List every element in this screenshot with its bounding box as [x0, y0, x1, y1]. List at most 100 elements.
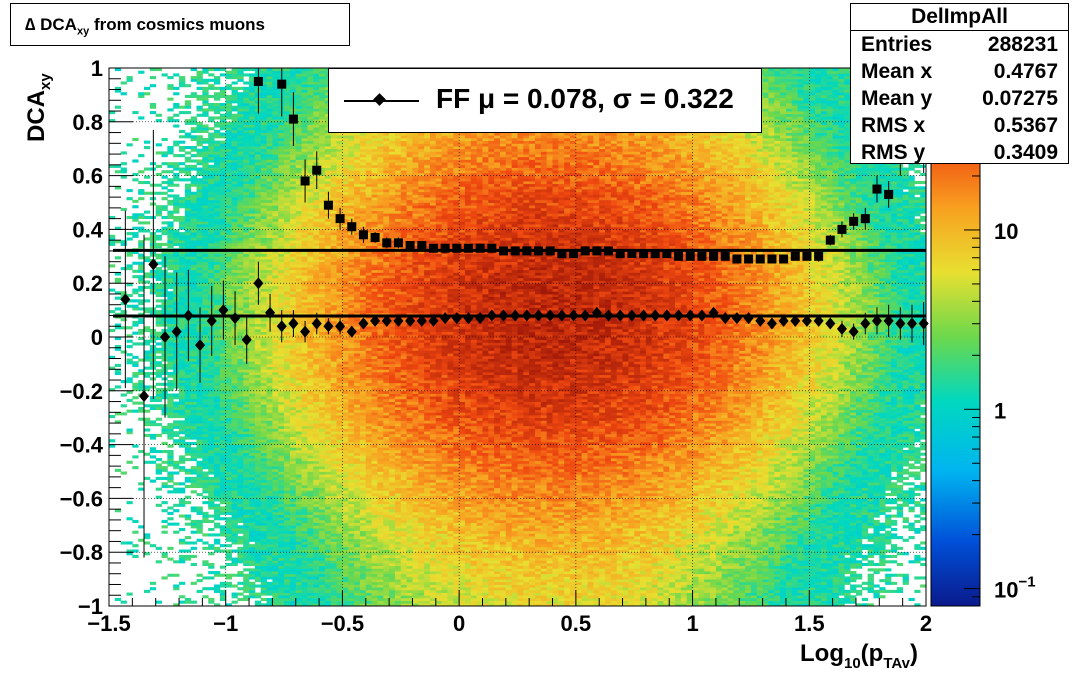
heatmap-cell	[307, 269, 314, 273]
heatmap-cell	[237, 460, 244, 464]
heatmap-cell	[254, 396, 262, 400]
heatmap-cell	[243, 215, 250, 220]
heatmap-cell	[284, 197, 291, 201]
heatmap-cell	[214, 584, 221, 588]
heatmap-cell	[272, 318, 279, 322]
heatmap-cell	[214, 404, 221, 408]
heatmap-cell	[284, 275, 291, 279]
heatmap-cell	[307, 207, 314, 211]
heatmap-cell	[307, 390, 314, 394]
heatmap-cell	[184, 205, 192, 209]
heatmap-cell	[190, 490, 197, 494]
heatmap-cell	[266, 554, 273, 558]
heatmap-cell	[190, 291, 197, 295]
heatmap-cell	[260, 339, 267, 343]
heatmap-cell	[260, 353, 267, 357]
heatmap-cell	[190, 484, 197, 489]
heatmap-cell	[266, 460, 273, 464]
heatmap-cell	[190, 468, 197, 472]
heatmap-cell	[132, 455, 139, 459]
heatmap-cell	[196, 304, 203, 308]
heatmap-cell	[214, 226, 221, 230]
heatmap-cell	[208, 202, 215, 206]
heatmap-cell	[254, 229, 262, 233]
heatmap-cell	[196, 240, 203, 244]
heatmap-cell	[307, 468, 314, 472]
heatmap-cell	[289, 560, 297, 564]
heatmap-cell	[231, 240, 238, 244]
heatmap-cell	[313, 293, 320, 298]
heatmap-cell	[190, 337, 197, 341]
heatmap-cell	[173, 232, 180, 236]
heatmap-cell	[196, 436, 203, 440]
heatmap-cell	[254, 538, 262, 542]
heatmap-cell	[184, 431, 192, 435]
heatmap-cell	[208, 546, 215, 550]
heatmap-cell	[237, 458, 244, 462]
heatmap-cell	[289, 307, 297, 311]
heatmap-cell	[155, 476, 162, 480]
heatmap-cell	[260, 484, 267, 489]
heatmap-cell	[184, 380, 192, 384]
heatmap-cell	[225, 140, 232, 144]
heatmap-cell	[243, 132, 250, 136]
heatmap-cell	[272, 339, 279, 343]
heatmap-cell	[109, 234, 116, 238]
heatmap-cell	[190, 449, 197, 454]
heatmap-cell	[307, 374, 314, 378]
heatmap-cell	[120, 310, 127, 314]
heatmap-cell	[214, 296, 221, 300]
heatmap-cell	[266, 444, 273, 448]
heatmap-cell	[231, 495, 238, 499]
heatmap-cell	[202, 428, 209, 432]
heatmap-cell	[190, 250, 197, 255]
heatmap-cell	[278, 603, 285, 606]
heatmap-cell	[144, 355, 151, 359]
heatmap-cell	[231, 506, 238, 510]
heatmap-cell	[272, 460, 279, 464]
heatmap-cell	[284, 562, 291, 567]
heatmap-cell	[260, 565, 267, 569]
heatmap-cell	[313, 433, 320, 437]
heatmap-cell	[284, 576, 291, 580]
heatmap-cell	[260, 129, 267, 133]
heatmap-cell	[284, 417, 291, 421]
heatmap-cell	[179, 487, 186, 491]
heatmap-cell	[278, 234, 285, 238]
heatmap-cell	[190, 210, 197, 214]
heatmap-cell	[284, 240, 291, 244]
heatmap-cell	[249, 86, 256, 90]
heatmap-cell	[132, 331, 139, 335]
heatmap-cell	[243, 189, 250, 193]
heatmap-cell	[231, 258, 238, 263]
heatmap-cell	[167, 374, 174, 378]
heatmap-cell	[284, 501, 291, 505]
heatmap-cell	[114, 369, 122, 373]
heatmap-cell	[307, 221, 314, 225]
heatmap-cell	[196, 229, 203, 233]
heatmap-cell	[295, 355, 302, 359]
heatmap-cell	[301, 498, 308, 502]
heatmap-cell	[155, 404, 162, 408]
heatmap-cell	[225, 151, 232, 155]
heatmap-cell	[231, 423, 238, 427]
heatmap-cell	[202, 218, 209, 222]
heatmap-cell	[225, 127, 232, 131]
heatmap-cell	[289, 237, 297, 241]
heatmap-cell	[208, 156, 215, 160]
heatmap-cell	[202, 361, 209, 365]
heatmap-cell	[295, 302, 302, 306]
heatmap-cell	[196, 441, 203, 445]
heatmap-cell	[231, 119, 238, 123]
heatmap-cell	[179, 307, 186, 311]
heatmap-cell	[225, 345, 232, 349]
heatmap-cell	[243, 514, 250, 518]
heatmap-cell	[301, 503, 308, 507]
heatmap-cell	[301, 385, 308, 389]
heatmap-cell	[243, 552, 250, 556]
heatmap-cell	[295, 337, 302, 341]
heatmap-cell	[254, 143, 262, 147]
heatmap-cell	[173, 431, 180, 435]
heatmap-cell	[214, 423, 221, 427]
heatmap-cell	[214, 571, 221, 575]
